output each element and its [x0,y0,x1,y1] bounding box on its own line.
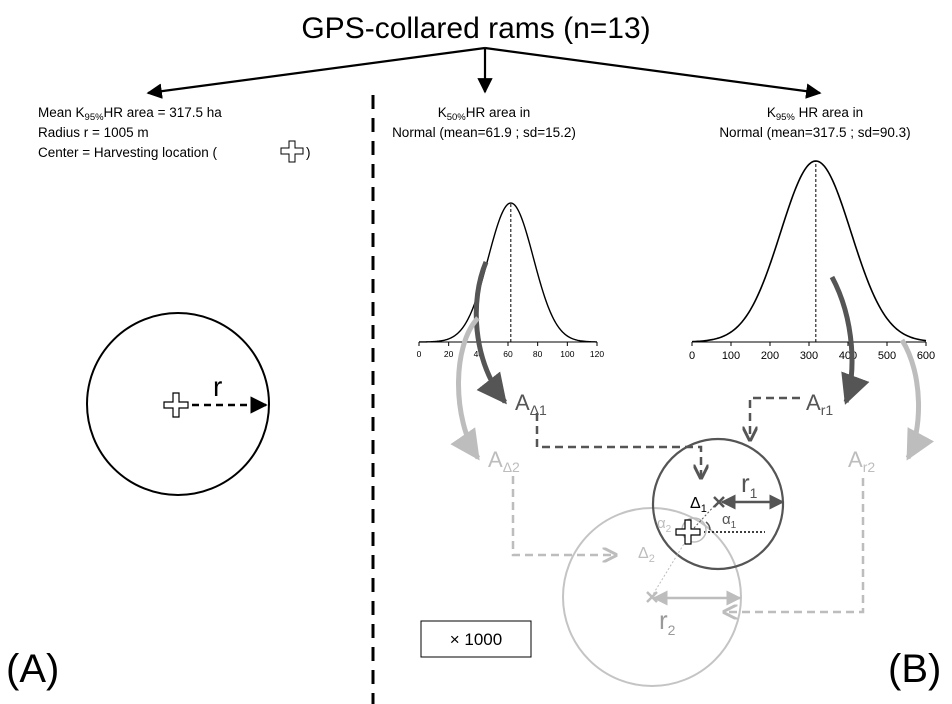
k50-tick-label: 120 [590,349,604,359]
arrow-to-k95 [484,46,822,99]
center-2-marker [646,591,658,603]
k95-tick-marks: 0 100 200 300 400 500 600 [689,342,935,362]
k50-header-line2: Normal (mean=61.9 ; sd=15.2) [392,125,576,140]
k95-light-sample-arrow [899,338,934,461]
k50-tick-label: 0 [417,349,422,359]
arrow-to-panel-a [146,46,486,99]
k50-header-line1: K50%HR area in [438,105,531,123]
panel-a-line1: Mean K95%HR area = 317.5 ha [38,105,222,123]
panel-a-label: (A) [6,647,59,691]
label-r2: r2 [659,605,676,638]
label-r1: r1 [741,468,758,501]
connector-delta2 [511,476,616,555]
delta2-line [651,533,691,597]
panel-a-line2: Radius r = 1005 m [38,125,149,140]
k95-normal-chart: 0 100 200 300 400 500 600 [689,160,935,362]
panel-b-label: (B) [888,647,941,691]
harvest-location-cross-icon [163,392,189,418]
k50-tick-label: 100 [560,349,574,359]
connector-r1 [750,396,800,440]
center-1-marker [713,496,725,508]
label-delta2: Δ2 [638,545,655,565]
k50-tick-label: 40 [474,349,484,359]
k95-tick-label: 600 [917,350,935,362]
k95-density-curve [691,160,927,343]
label-a-r2: Ar2 [848,447,875,475]
label-alpha1: α1 [722,511,737,531]
scale-box-label: × 1000 [450,630,502,649]
k50-dark-sample-arrow [473,261,507,405]
connector-r2 [724,478,865,612]
k95-tick-label: 100 [722,350,740,362]
k95-dark-sample-arrow [829,275,870,405]
k95-tick-label: 0 [689,350,695,362]
radius-label: r [213,371,222,402]
k95-header-line1: K95% HR area in [767,105,863,123]
scale-box [420,620,532,658]
home-range-circle [86,312,270,496]
title-arrows [146,46,822,99]
label-delta1: Δ1 [690,495,707,515]
label-alpha2: α2 [657,515,672,535]
diagram-title: GPS-collared rams (n=13) [301,12,650,45]
panel-a-line3-end: ) [306,145,311,160]
k95-tick-label: 200 [761,350,779,362]
label-a-delta2: AΔ2 [488,447,520,475]
label-a-delta1: AΔ1 [515,390,547,418]
harvest-location-cross-icon-b [675,519,701,545]
k50-normal-chart: 0 20 40 60 80 100 120 [417,202,604,359]
k95-tick-label: 500 [878,350,896,362]
delta1-line [693,503,717,529]
k50-tick-marks: 0 20 40 60 80 100 120 [417,342,604,359]
k50-density-curve [418,202,598,343]
harvest-location-legend-icon [280,140,304,163]
panel-a: Mean K95%HR area = 317.5 ha Radius r = 1… [6,105,311,691]
panel-b: K50%HR area in Normal (mean=61.9 ; sd=15… [392,105,941,691]
k50-tick-label: 80 [533,349,543,359]
panel-a-line3: Center = Harvesting location ( [38,145,217,160]
alpha1-arc [705,521,711,531]
k50-tick-label: 60 [503,349,513,359]
k95-header-line2: Normal (mean=317.5 ; sd=90.3) [719,125,910,140]
k95-tick-label: 300 [800,350,818,362]
k50-light-sample-arrow [450,316,481,461]
connector-delta1 [535,413,701,478]
label-a-r1: Ar1 [806,390,833,418]
k50-tick-label: 20 [444,349,454,359]
